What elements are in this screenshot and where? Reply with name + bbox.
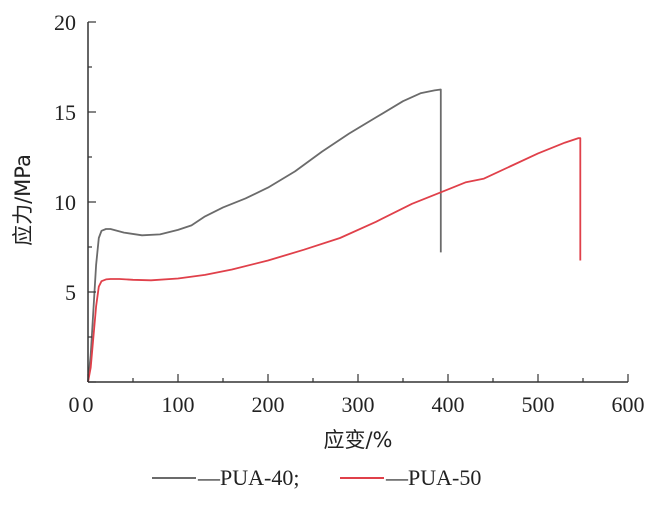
series-line-1 [87, 88, 442, 383]
x-tick-label: 500 [522, 392, 555, 417]
series-line-2 [87, 137, 582, 383]
legend-label-2: —PUA-50 [385, 465, 481, 490]
y-tick-label: 10 [54, 190, 76, 215]
y-tick-label: 15 [54, 100, 76, 125]
legend-label-1: —PUA-40; [197, 465, 299, 490]
y-tick-label: 20 [54, 10, 76, 35]
x-tick-label: 400 [432, 392, 465, 417]
origin-tick-label: 0 [69, 392, 80, 417]
x-tick-label: 0 [83, 392, 94, 417]
x-axis-title: 应变/% [323, 428, 392, 452]
x-tick-label: 600 [612, 392, 645, 417]
x-tick-label: 200 [252, 392, 285, 417]
plot-area [87, 88, 582, 383]
x-tick-label: 100 [162, 392, 195, 417]
y-axis-title: 应力/MPa [11, 154, 35, 246]
x-tick-label: 300 [342, 392, 375, 417]
y-tick-label: 5 [65, 280, 76, 305]
legend: —PUA-40; —PUA-50 [152, 465, 481, 490]
